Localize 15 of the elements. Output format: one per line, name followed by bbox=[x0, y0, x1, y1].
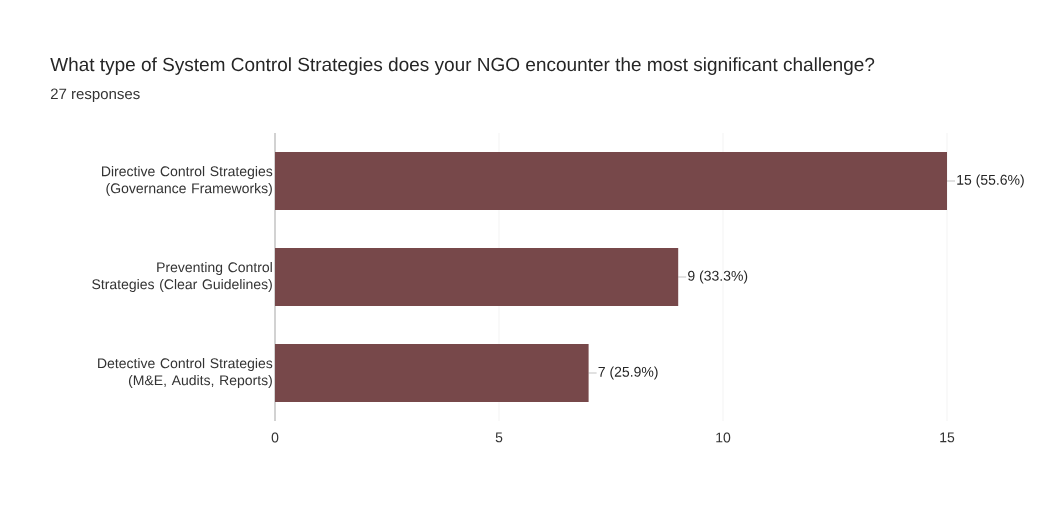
x-tick-label: 0 bbox=[271, 432, 279, 443]
data-label: 15 (55.6%) bbox=[957, 174, 1024, 188]
text: 27 responses bbox=[50, 88, 140, 103]
data-label: 9 (33.3%) bbox=[688, 270, 748, 284]
x-tick-label: 15 bbox=[940, 432, 955, 443]
data-label: 7 (25.9%) bbox=[598, 366, 658, 380]
bar bbox=[275, 248, 679, 306]
y-tick-label: Detective Control Strategies (M&E, Audits, Reports) bbox=[98, 357, 273, 389]
chart-title: What type of System Control Strategies does your NGO encounter the most significant challenge? bbox=[50, 57, 875, 75]
bar bbox=[275, 344, 589, 402]
y-tick-label: Directive Control Strategies (Governance Frameworks) bbox=[101, 165, 273, 197]
y-tick-label: Preventing Control Strategies (Clear Guidelines) bbox=[92, 261, 272, 293]
bar bbox=[275, 152, 948, 211]
x-tick-label: 5 bbox=[495, 432, 503, 443]
x-tick-label: 10 bbox=[716, 432, 731, 443]
